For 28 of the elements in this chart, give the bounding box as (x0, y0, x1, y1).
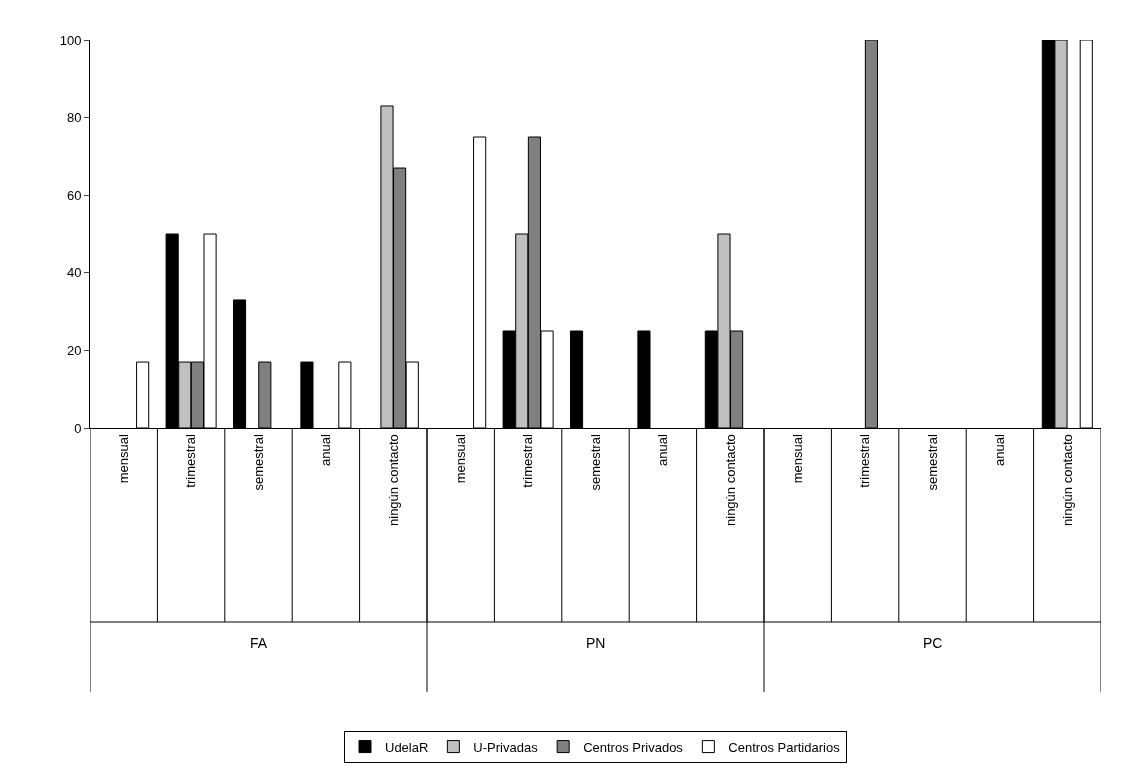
x-tick-label: semestral (250, 434, 266, 491)
x-tick-label: anual (655, 434, 671, 467)
legend-label: Centros Partidarios (728, 739, 841, 755)
x-tick-label: mensual (115, 434, 131, 484)
x-tick-label: ningún contacto (385, 434, 401, 526)
x-tick-label: anual (992, 434, 1008, 467)
x-tick-label: trimestral (857, 434, 873, 488)
x-tick-label: trimestral (520, 434, 536, 488)
y-tick-label: 0 (74, 420, 82, 436)
y-tick-label: 40 (66, 265, 82, 281)
text: FA (250, 635, 268, 651)
legend-label: Centros Privados (583, 739, 684, 755)
text: PC (923, 635, 943, 651)
x-tick-label: trimestral (183, 434, 199, 488)
x-tick-label: ningún contacto (1059, 434, 1075, 526)
legend-label: UdelaR (385, 739, 429, 755)
x-tick-label: mensual (789, 434, 805, 484)
legend-label: U-Privadas (473, 739, 539, 755)
x-tick-label: semestral (924, 434, 940, 491)
text: PN (586, 635, 606, 651)
x-tick-label: ningún contacto (722, 434, 738, 526)
x-tick-label: semestral (587, 434, 603, 491)
y-tick-label: 60 (66, 187, 82, 203)
x-tick-label: anual (318, 434, 334, 467)
y-tick-label: 80 (66, 110, 82, 126)
x-tick-label: mensual (452, 434, 468, 484)
y-tick-label: 100 (59, 32, 82, 48)
y-tick-label: 20 (66, 342, 82, 358)
